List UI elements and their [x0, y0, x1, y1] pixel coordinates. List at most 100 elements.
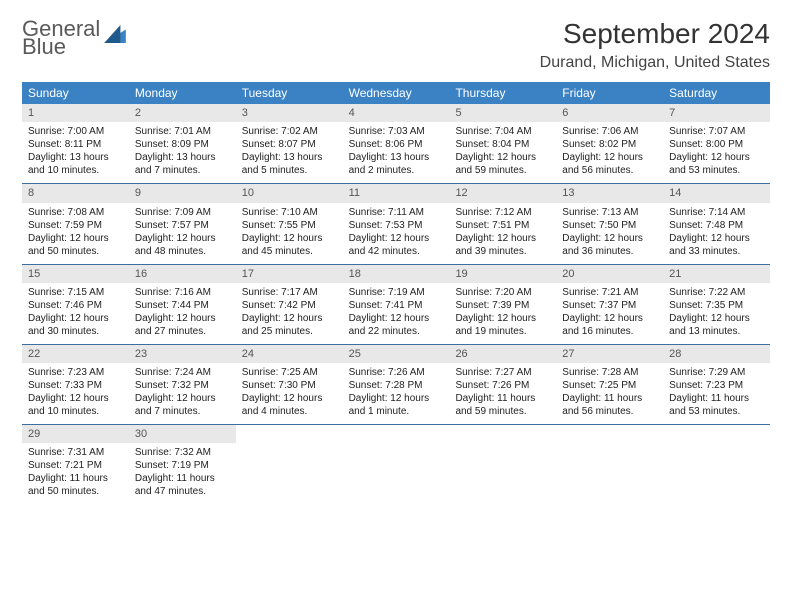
day-line-d1: Daylight: 12 hours	[455, 232, 550, 245]
day-body: Sunrise: 7:21 AMSunset: 7:37 PMDaylight:…	[556, 283, 663, 344]
week-row: 22Sunrise: 7:23 AMSunset: 7:33 PMDayligh…	[22, 345, 770, 425]
day-line-d2: and 2 minutes.	[349, 164, 444, 177]
day-line-sr: Sunrise: 7:13 AM	[562, 206, 657, 219]
day-line-d2: and 7 minutes.	[135, 164, 230, 177]
day-line-ss: Sunset: 7:32 PM	[135, 379, 230, 392]
day-line-sr: Sunrise: 7:28 AM	[562, 366, 657, 379]
day-header-wednesday: Wednesday	[343, 82, 450, 104]
empty-cell	[556, 425, 663, 504]
day-body: Sunrise: 7:19 AMSunset: 7:41 PMDaylight:…	[343, 283, 450, 344]
day-line-d1: Daylight: 12 hours	[242, 232, 337, 245]
week-row: 1Sunrise: 7:00 AMSunset: 8:11 PMDaylight…	[22, 104, 770, 184]
day-body: Sunrise: 7:11 AMSunset: 7:53 PMDaylight:…	[343, 203, 450, 264]
day-line-sr: Sunrise: 7:26 AM	[349, 366, 444, 379]
day-line-d1: Daylight: 11 hours	[562, 392, 657, 405]
day-number: 16	[129, 265, 236, 283]
day-headers-row: SundayMondayTuesdayWednesdayThursdayFrid…	[22, 82, 770, 104]
day-line-ss: Sunset: 7:50 PM	[562, 219, 657, 232]
day-cell: 18Sunrise: 7:19 AMSunset: 7:41 PMDayligh…	[343, 265, 450, 344]
day-number: 4	[343, 104, 450, 122]
day-body: Sunrise: 7:03 AMSunset: 8:06 PMDaylight:…	[343, 122, 450, 183]
day-header-monday: Monday	[129, 82, 236, 104]
empty-cell	[343, 425, 450, 504]
day-cell: 4Sunrise: 7:03 AMSunset: 8:06 PMDaylight…	[343, 104, 450, 183]
day-line-ss: Sunset: 7:26 PM	[455, 379, 550, 392]
day-line-d1: Daylight: 12 hours	[669, 151, 764, 164]
day-number: 14	[663, 184, 770, 202]
day-line-sr: Sunrise: 7:09 AM	[135, 206, 230, 219]
day-line-d2: and 22 minutes.	[349, 325, 444, 338]
day-line-d1: Daylight: 12 hours	[669, 312, 764, 325]
day-cell: 14Sunrise: 7:14 AMSunset: 7:48 PMDayligh…	[663, 184, 770, 263]
day-line-sr: Sunrise: 7:02 AM	[242, 125, 337, 138]
day-line-d1: Daylight: 13 hours	[135, 151, 230, 164]
day-line-ss: Sunset: 8:11 PM	[28, 138, 123, 151]
empty-cell	[449, 425, 556, 504]
day-cell: 19Sunrise: 7:20 AMSunset: 7:39 PMDayligh…	[449, 265, 556, 344]
day-line-d2: and 4 minutes.	[242, 405, 337, 418]
day-header-saturday: Saturday	[663, 82, 770, 104]
day-line-ss: Sunset: 7:35 PM	[669, 299, 764, 312]
week-row: 15Sunrise: 7:15 AMSunset: 7:46 PMDayligh…	[22, 265, 770, 345]
day-line-d2: and 47 minutes.	[135, 485, 230, 498]
day-line-sr: Sunrise: 7:16 AM	[135, 286, 230, 299]
day-number: 9	[129, 184, 236, 202]
day-line-ss: Sunset: 7:28 PM	[349, 379, 444, 392]
week-row: 29Sunrise: 7:31 AMSunset: 7:21 PMDayligh…	[22, 425, 770, 504]
day-line-sr: Sunrise: 7:15 AM	[28, 286, 123, 299]
day-line-d2: and 56 minutes.	[562, 164, 657, 177]
day-line-sr: Sunrise: 7:01 AM	[135, 125, 230, 138]
day-cell: 20Sunrise: 7:21 AMSunset: 7:37 PMDayligh…	[556, 265, 663, 344]
day-line-sr: Sunrise: 7:00 AM	[28, 125, 123, 138]
day-line-d2: and 16 minutes.	[562, 325, 657, 338]
day-body: Sunrise: 7:12 AMSunset: 7:51 PMDaylight:…	[449, 203, 556, 264]
day-cell: 30Sunrise: 7:32 AMSunset: 7:19 PMDayligh…	[129, 425, 236, 504]
day-line-ss: Sunset: 7:39 PM	[455, 299, 550, 312]
day-line-d2: and 10 minutes.	[28, 405, 123, 418]
day-cell: 26Sunrise: 7:27 AMSunset: 7:26 PMDayligh…	[449, 345, 556, 424]
day-cell: 1Sunrise: 7:00 AMSunset: 8:11 PMDaylight…	[22, 104, 129, 183]
day-body: Sunrise: 7:28 AMSunset: 7:25 PMDaylight:…	[556, 363, 663, 424]
day-line-ss: Sunset: 7:42 PM	[242, 299, 337, 312]
day-number: 6	[556, 104, 663, 122]
day-line-ss: Sunset: 7:41 PM	[349, 299, 444, 312]
day-header-friday: Friday	[556, 82, 663, 104]
day-body: Sunrise: 7:25 AMSunset: 7:30 PMDaylight:…	[236, 363, 343, 424]
day-body: Sunrise: 7:27 AMSunset: 7:26 PMDaylight:…	[449, 363, 556, 424]
logo: General Blue	[22, 18, 126, 58]
day-line-sr: Sunrise: 7:32 AM	[135, 446, 230, 459]
day-line-d1: Daylight: 13 hours	[242, 151, 337, 164]
day-line-ss: Sunset: 8:07 PM	[242, 138, 337, 151]
day-body: Sunrise: 7:13 AMSunset: 7:50 PMDaylight:…	[556, 203, 663, 264]
day-line-ss: Sunset: 7:37 PM	[562, 299, 657, 312]
day-cell: 27Sunrise: 7:28 AMSunset: 7:25 PMDayligh…	[556, 345, 663, 424]
day-number: 2	[129, 104, 236, 122]
day-body: Sunrise: 7:14 AMSunset: 7:48 PMDaylight:…	[663, 203, 770, 264]
day-line-d2: and 5 minutes.	[242, 164, 337, 177]
day-number: 10	[236, 184, 343, 202]
day-cell: 5Sunrise: 7:04 AMSunset: 8:04 PMDaylight…	[449, 104, 556, 183]
day-cell: 11Sunrise: 7:11 AMSunset: 7:53 PMDayligh…	[343, 184, 450, 263]
day-body: Sunrise: 7:06 AMSunset: 8:02 PMDaylight:…	[556, 122, 663, 183]
weeks-container: 1Sunrise: 7:00 AMSunset: 8:11 PMDaylight…	[22, 104, 770, 504]
day-line-sr: Sunrise: 7:17 AM	[242, 286, 337, 299]
day-number: 3	[236, 104, 343, 122]
day-line-sr: Sunrise: 7:27 AM	[455, 366, 550, 379]
day-line-sr: Sunrise: 7:25 AM	[242, 366, 337, 379]
day-cell: 23Sunrise: 7:24 AMSunset: 7:32 PMDayligh…	[129, 345, 236, 424]
day-body: Sunrise: 7:09 AMSunset: 7:57 PMDaylight:…	[129, 203, 236, 264]
day-line-d1: Daylight: 12 hours	[28, 312, 123, 325]
day-cell: 28Sunrise: 7:29 AMSunset: 7:23 PMDayligh…	[663, 345, 770, 424]
day-line-sr: Sunrise: 7:19 AM	[349, 286, 444, 299]
day-number: 5	[449, 104, 556, 122]
day-number: 23	[129, 345, 236, 363]
day-line-d1: Daylight: 12 hours	[135, 312, 230, 325]
day-number: 26	[449, 345, 556, 363]
day-line-ss: Sunset: 7:48 PM	[669, 219, 764, 232]
day-line-d2: and 59 minutes.	[455, 164, 550, 177]
day-line-d1: Daylight: 12 hours	[455, 151, 550, 164]
logo-mark-icon	[104, 25, 126, 43]
day-line-d1: Daylight: 12 hours	[562, 312, 657, 325]
day-body: Sunrise: 7:15 AMSunset: 7:46 PMDaylight:…	[22, 283, 129, 344]
day-number: 25	[343, 345, 450, 363]
